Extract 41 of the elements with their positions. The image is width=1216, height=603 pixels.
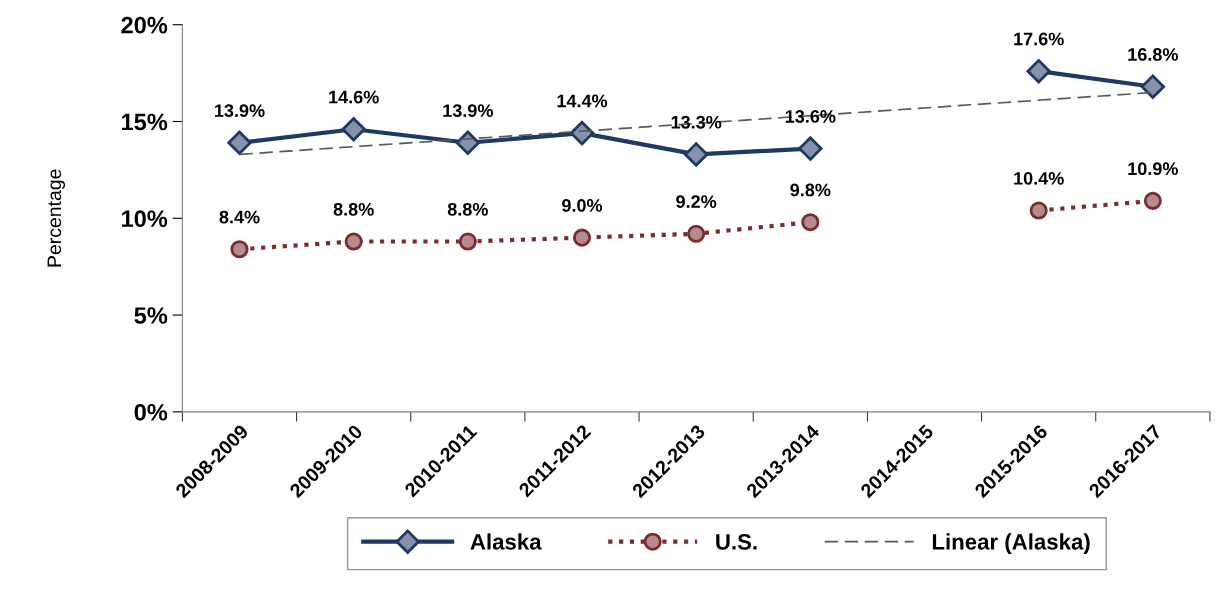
data-label: 16.8% [1128, 48, 1178, 61]
point [1140, 74, 1166, 99]
point [569, 120, 595, 146]
legend-label: Linear (Alaska) [932, 533, 1090, 555]
data-label: 9.2% [676, 195, 717, 208]
y-tick-label: 20% [121, 16, 168, 34]
point [572, 228, 592, 247]
y-tick-label: 15% [122, 113, 168, 131]
point [458, 232, 477, 251]
data-label: 9.0% [562, 199, 603, 212]
data-label: 8.8% [333, 202, 374, 216]
point [344, 232, 363, 251]
data-label: 13.9% [215, 104, 265, 118]
data-label: 17.6% [1014, 32, 1064, 46]
point [1026, 58, 1051, 84]
data-label: 14.4% [557, 94, 608, 108]
y-axis-title: Percentage [47, 169, 66, 267]
data-label: 13.6% [785, 110, 836, 123]
legend-label: U.S. [716, 533, 757, 550]
data-label: 9.8% [790, 183, 831, 197]
point [683, 142, 709, 167]
data-label: 14.6% [329, 90, 379, 104]
y-tick-label: 10% [122, 210, 168, 228]
data-label: 8.8% [447, 202, 488, 216]
data-label: 13.9% [443, 104, 493, 118]
point [1029, 201, 1048, 220]
point [798, 136, 823, 161]
data-label: 10.9% [1128, 162, 1178, 176]
data-label: 8.4% [219, 210, 260, 224]
point [1143, 191, 1162, 210]
point [341, 117, 366, 142]
legend-label: Alaska [470, 533, 542, 550]
point [230, 240, 249, 259]
data-label: 10.4% [1014, 171, 1064, 185]
point [687, 224, 706, 243]
y-tick-label: 5% [134, 307, 168, 324]
point [227, 130, 252, 155]
point [455, 130, 481, 155]
point [801, 213, 820, 232]
data-label: 13.3% [671, 115, 722, 129]
y-tick-label: 0% [134, 403, 168, 421]
